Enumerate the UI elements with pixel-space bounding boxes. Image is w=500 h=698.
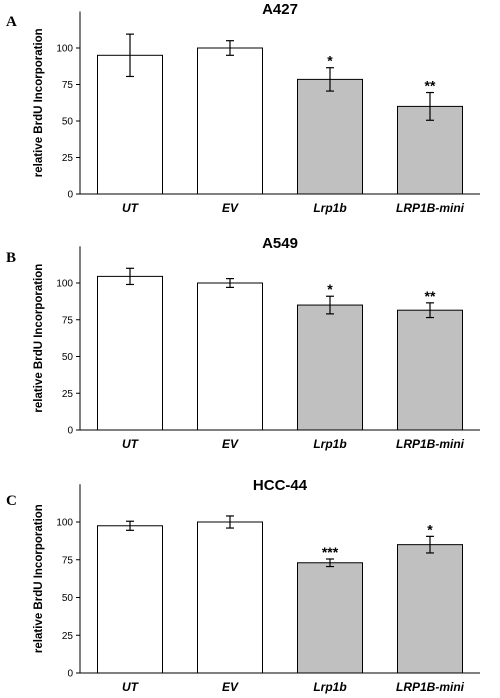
x-tick-label: Lrp1b <box>313 680 346 694</box>
y-tick-label: 0 <box>67 669 73 680</box>
significance-label: * <box>427 521 433 537</box>
x-tick-label: EV <box>222 680 239 694</box>
y-tick-label: 50 <box>62 117 74 128</box>
chart-title: HCC-44 <box>253 477 308 494</box>
bar <box>397 309 463 431</box>
y-tick-label: 25 <box>62 389 74 400</box>
x-tick-label: LRP1B-mini <box>396 680 465 694</box>
significance-label: *** <box>322 544 339 560</box>
panel-letter: A <box>6 14 17 30</box>
chart-panel-a: A A427 relative BrdU Incorporation 0 25 50 75 1… <box>6 1 480 215</box>
y-axis-label: relative BrdU Incorporation <box>33 28 45 177</box>
x-tick-label: UT <box>122 437 140 451</box>
y-tick-label: 0 <box>67 426 73 437</box>
bar <box>197 521 263 674</box>
chart-title: A427 <box>262 1 298 18</box>
bar <box>97 525 163 674</box>
y-tick-label: 0 <box>67 190 73 201</box>
bar <box>297 304 363 431</box>
significance-label: ** <box>425 78 436 94</box>
significance-label: * <box>327 53 333 69</box>
x-tick-label: Lrp1b <box>313 437 346 451</box>
bar <box>197 47 263 195</box>
significance-label: * <box>327 281 333 297</box>
panel-letter: B <box>6 250 16 266</box>
y-axis-label: relative BrdU Incorporation <box>33 504 45 653</box>
bar <box>397 544 463 674</box>
chart-title: A549 <box>262 235 298 252</box>
x-tick-label: LRP1B-mini <box>396 201 465 215</box>
y-tick-label: 100 <box>56 279 73 290</box>
x-tick-label: EV <box>222 437 239 451</box>
bar <box>297 78 363 195</box>
y-tick-label: 50 <box>62 593 74 604</box>
x-tick-label: UT <box>122 201 140 215</box>
bar <box>397 105 463 195</box>
bar <box>297 562 363 674</box>
y-tick-label: 100 <box>56 518 73 529</box>
y-tick-label: 75 <box>62 80 74 91</box>
chart-panel-c: C HCC-44 relative BrdU Incorporation 0 25 50 7… <box>6 477 480 694</box>
chart-panel-b: B A549 relative BrdU Incorporation 0 25 50 75 1… <box>6 235 480 451</box>
y-tick-label: 50 <box>62 352 74 363</box>
x-tick-label: EV <box>222 201 239 215</box>
y-tick-label: 75 <box>62 315 74 326</box>
bar <box>97 54 163 195</box>
x-tick-label: UT <box>122 680 140 694</box>
significance-label: ** <box>425 288 436 304</box>
y-tick-label: 100 <box>56 44 73 55</box>
bar <box>97 275 163 431</box>
panel-letter: C <box>6 493 17 509</box>
y-tick-label: 75 <box>62 555 74 566</box>
y-tick-label: 25 <box>62 631 74 642</box>
y-axis-label: relative BrdU Incorporation <box>33 264 45 413</box>
x-tick-label: Lrp1b <box>313 201 346 215</box>
x-tick-label: LRP1B-mini <box>396 437 465 451</box>
y-tick-label: 25 <box>62 153 74 164</box>
bar <box>197 282 263 431</box>
